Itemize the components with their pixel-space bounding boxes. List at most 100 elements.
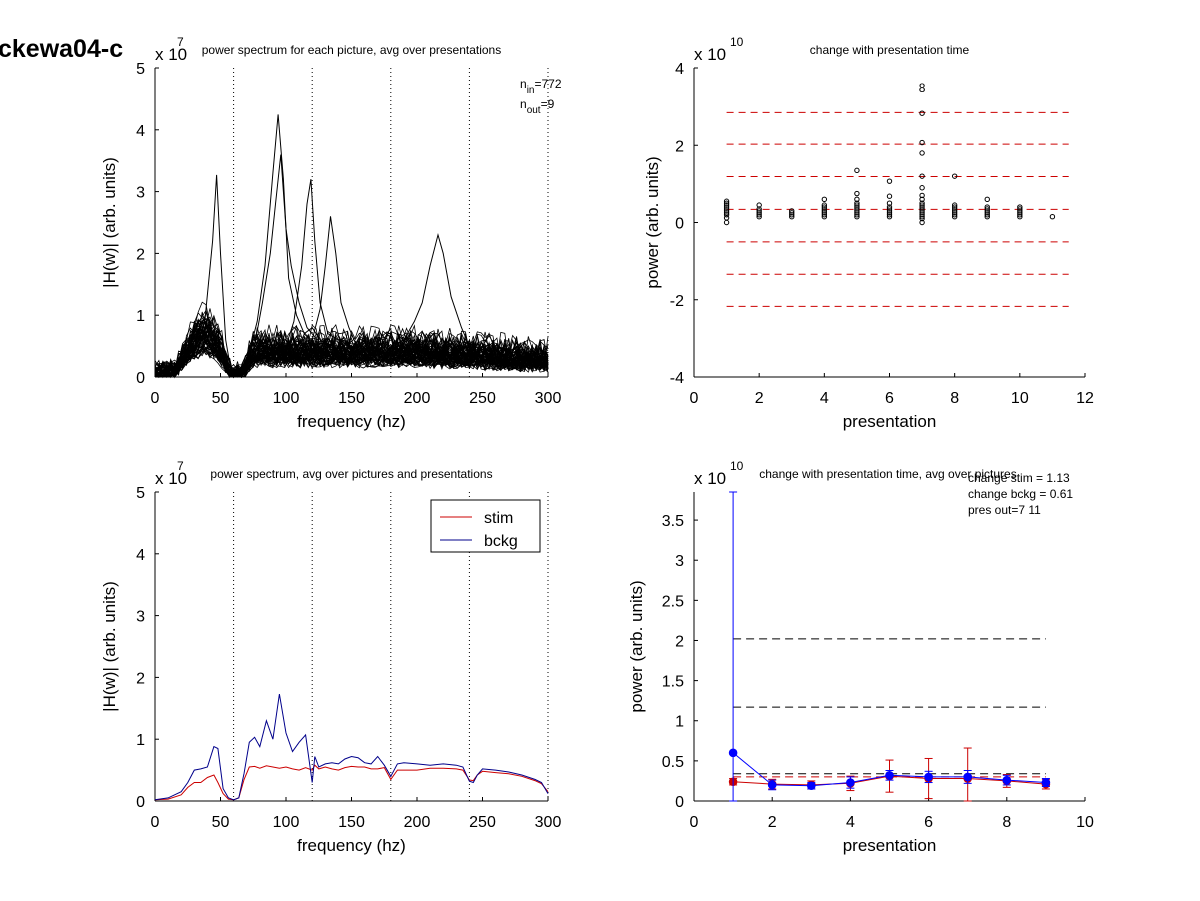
data-point — [1017, 214, 1023, 220]
data-point — [723, 215, 730, 221]
x-tick-label: 250 — [469, 390, 496, 407]
x-tick-label: 0 — [690, 390, 699, 407]
data-point — [951, 202, 958, 208]
data-point — [919, 219, 925, 226]
y-tick-label: 1 — [136, 308, 145, 325]
data-point — [984, 204, 990, 210]
legend: stim bckg — [430, 499, 541, 553]
data-point — [723, 206, 730, 212]
x-tick-label: 100 — [273, 814, 300, 831]
y-tick-label: 3 — [136, 185, 145, 202]
y-axis-label: power (arb. units) — [643, 156, 662, 288]
data-point — [919, 204, 925, 210]
data-point — [821, 208, 828, 214]
data-point-bckg — [728, 748, 738, 758]
data-point — [919, 173, 925, 179]
data-point-bckg — [767, 780, 777, 790]
data-point — [919, 192, 925, 199]
x-tick-label: 10 — [1011, 390, 1029, 407]
x-tick-label: 50 — [212, 390, 230, 407]
y-tick-label: 3 — [675, 553, 684, 570]
data-point — [919, 212, 925, 218]
x-tick-label: 4 — [846, 814, 855, 831]
data-point — [854, 206, 860, 212]
y-tick-label: 2 — [675, 138, 684, 155]
data-point — [951, 208, 958, 214]
data-point — [854, 208, 860, 214]
plot-area — [155, 68, 548, 377]
annotation-sub: in — [527, 85, 535, 96]
chart-title: change with presentation time — [810, 43, 970, 57]
x-tick-label: 300 — [535, 814, 562, 831]
x-tick-label: 2 — [755, 390, 764, 407]
data-point-bckg — [1002, 775, 1012, 785]
annotation-value: =9 — [541, 97, 555, 111]
data-point — [723, 208, 730, 214]
data-point — [1017, 204, 1023, 210]
axis-exponent-prefix: x 10 — [155, 45, 187, 64]
x-tick-label: 8 — [950, 390, 959, 407]
axis-exponent: 7 — [177, 35, 184, 49]
chart-change-with-presentation-time: 0 2 4 6 8 10 12 -4 -2 0 2 4 presentation power (arb. … — [643, 35, 1094, 431]
axis-exponent: 7 — [177, 459, 184, 473]
data-point — [756, 202, 762, 208]
data-point — [723, 212, 730, 218]
data-point — [1017, 210, 1023, 216]
y-tick-label: 2 — [136, 670, 145, 687]
data-point — [984, 214, 990, 220]
data-point — [1049, 214, 1056, 220]
chart-title: power spectrum for each picture, avg ove… — [202, 43, 501, 57]
chart-title: power spectrum, avg over pictures and pr… — [210, 467, 492, 481]
data-point — [984, 210, 990, 216]
y-tick-label: 3.5 — [662, 513, 684, 530]
data-point — [821, 196, 828, 203]
y-tick-label: 0 — [675, 216, 684, 233]
data-point — [886, 214, 893, 220]
data-point — [919, 206, 925, 212]
axis-exponent: 10 — [730, 35, 744, 49]
axis-exponent: 10 — [730, 459, 744, 473]
x-tick-label: 300 — [535, 390, 562, 407]
y-axis-label: |H(w)| (arb. units) — [100, 581, 119, 712]
data-point — [854, 202, 860, 208]
y-tick-label: 0 — [675, 794, 684, 811]
data-point — [919, 196, 925, 203]
data-point — [919, 185, 925, 191]
y-tick-label: -2 — [670, 293, 684, 310]
y-axis-label: power (arb. units) — [627, 580, 646, 712]
data-point — [756, 208, 762, 214]
annotation-in: nin=772 — [520, 77, 562, 96]
data-point — [789, 212, 795, 218]
data-point — [854, 204, 860, 210]
y-tick-label: 2.5 — [662, 593, 684, 610]
annotation-sub: out — [527, 105, 541, 116]
data-point — [951, 212, 958, 218]
data-point-bckg — [1041, 778, 1051, 787]
spectrum-line — [154, 348, 549, 378]
x-tick-label: 0 — [690, 814, 699, 831]
x-tick-label: 8 — [1002, 814, 1011, 831]
data-point — [756, 210, 762, 216]
x-tick-label: 6 — [924, 814, 933, 831]
y-tick-label: 1 — [136, 732, 145, 749]
figure-title: ckewa04-c — [0, 35, 123, 63]
data-point — [723, 210, 730, 216]
data-point — [789, 210, 795, 216]
x-tick-label: 6 — [885, 390, 894, 407]
annotation-base: n — [520, 97, 527, 111]
x-tick-label: 100 — [273, 390, 300, 407]
annotation-out: nout=9 — [520, 97, 555, 116]
spectrum-peak-line — [252, 154, 318, 353]
chart-power-spectrum-each-picture: 0 50 100 150 200 250 300 0 1 2 3 4 5 frequency (hz) |H… — [100, 35, 562, 431]
x-axis-label: presentation — [843, 836, 937, 855]
chart-title: change with presentation time, avg over … — [759, 467, 1016, 481]
spectrum-peak-line — [180, 174, 287, 376]
data-point — [723, 202, 730, 208]
x-tick-label: 12 — [1076, 390, 1094, 407]
data-point — [723, 200, 730, 206]
data-point — [821, 214, 828, 220]
data-point — [984, 212, 990, 218]
spectrum-peak-line — [241, 114, 329, 375]
data-point — [1017, 212, 1023, 218]
data-point — [919, 210, 925, 216]
